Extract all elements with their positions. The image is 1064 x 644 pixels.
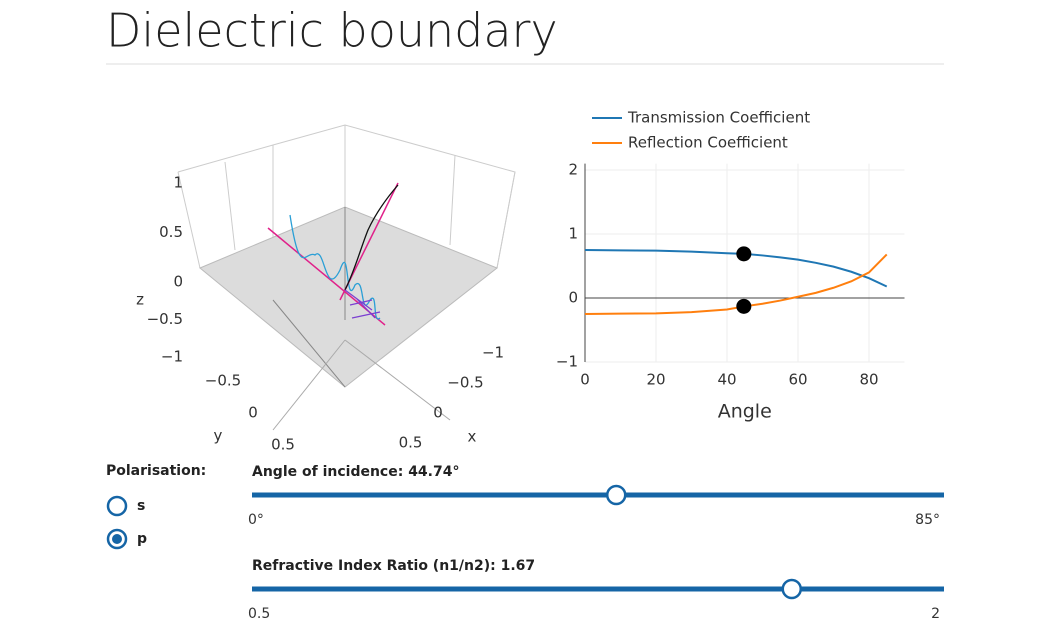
radio-button[interactable] xyxy=(106,495,128,517)
slider-knob[interactable] xyxy=(781,578,803,600)
x-tick-label: −1 xyxy=(482,344,504,362)
series-line xyxy=(584,249,888,288)
z-tick-label: −0.5 xyxy=(147,310,183,328)
slider-max-label: 2 xyxy=(931,606,940,622)
z-tick-label: 0.5 xyxy=(159,223,183,241)
page-title: Dielectric boundary xyxy=(106,4,558,58)
x-tick-label: 40 xyxy=(717,371,736,389)
x-tick-label: 0.5 xyxy=(399,434,423,452)
x-axis-title: Angle xyxy=(718,401,772,423)
polarisation-label: Polarisation: xyxy=(106,463,206,479)
x-tick-label: −0.5 xyxy=(447,374,483,392)
y-tick-label: −1 xyxy=(556,353,578,371)
y-tick-label: 2 xyxy=(568,161,578,179)
slider-label: Angle of incidence: 44.74° xyxy=(252,464,459,480)
radio-label[interactable]: p xyxy=(137,531,147,547)
series-line xyxy=(584,253,888,315)
radio-dot xyxy=(112,534,122,544)
slider-label: Refractive Index Ratio (n1/n2): 1.67 xyxy=(252,558,535,574)
angle-marker xyxy=(736,298,752,314)
z-axis-label: z xyxy=(136,291,144,309)
z-tick-label: 0 xyxy=(173,273,183,291)
slider-knob[interactable] xyxy=(605,484,627,506)
x-tick-label: 0 xyxy=(580,371,590,389)
x-tick-label: 80 xyxy=(859,371,878,389)
z-tick-label: 1 xyxy=(173,174,183,192)
y-tick-label: 1 xyxy=(568,225,578,243)
y-tick-label: 0 xyxy=(248,404,258,422)
y-axis-label: y xyxy=(214,427,223,445)
x-tick-label: 60 xyxy=(788,371,807,389)
slider-min-label: 0° xyxy=(248,512,264,528)
slider-max-label: 85° xyxy=(915,512,940,528)
angle-marker xyxy=(736,246,752,262)
slider-min-label: 0.5 xyxy=(248,606,270,622)
y-tick-label: 0 xyxy=(568,289,578,307)
legend-label: Transmission Coefficient xyxy=(627,109,810,127)
y-tick-label: 0.5 xyxy=(271,436,295,454)
z-tick-label: −1 xyxy=(161,348,183,366)
x-axis-label: x xyxy=(468,428,477,446)
x-tick-label: 20 xyxy=(646,371,665,389)
radio-label[interactable]: s xyxy=(137,498,145,514)
y-tick-label: −0.5 xyxy=(205,372,241,390)
scene-3d xyxy=(177,124,516,431)
legend-label: Reflection Coefficient xyxy=(628,134,788,152)
x-tick-label: 0 xyxy=(433,404,443,422)
